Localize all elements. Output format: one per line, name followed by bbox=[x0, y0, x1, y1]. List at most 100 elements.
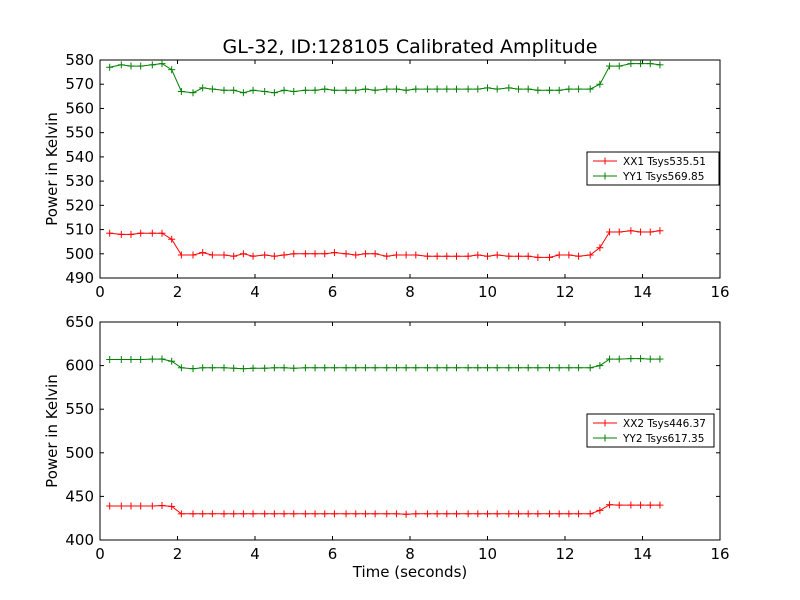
top-series-1-point bbox=[177, 251, 185, 259]
top-series-2-point bbox=[301, 86, 309, 94]
top-series-2-point bbox=[596, 80, 604, 88]
top-series-2-point bbox=[220, 86, 228, 94]
top-series-2-point bbox=[177, 87, 185, 95]
bottom-series-1-point bbox=[361, 510, 369, 518]
top-series-1-point bbox=[474, 251, 482, 259]
chart-title: GL-32, ID:128105 Calibrated Amplitude bbox=[223, 36, 598, 58]
bottom-series-1-point bbox=[586, 510, 594, 518]
bottom-series-1-point bbox=[249, 510, 257, 518]
top-y-tick-label: 500 bbox=[65, 245, 94, 263]
bottom-series-2-point bbox=[637, 355, 645, 363]
top-series-1-point bbox=[270, 252, 278, 260]
bottom-series-2-point bbox=[412, 364, 420, 372]
top-series-1-point bbox=[534, 253, 542, 261]
bottom-series-2-point bbox=[158, 355, 166, 363]
top-series-2-point bbox=[402, 86, 410, 94]
bottom-x-tick-label: 16 bbox=[710, 545, 729, 563]
top-series-1-point bbox=[208, 251, 216, 259]
bottom-series-1-point bbox=[199, 510, 207, 518]
bottom-series-2-point bbox=[290, 364, 298, 372]
bottom-series-1-point bbox=[342, 510, 350, 518]
bottom-series-1-point bbox=[615, 501, 623, 509]
bottom-series-1-point bbox=[383, 510, 391, 518]
top-series-1-point bbox=[127, 230, 135, 238]
bottom-series-1-point bbox=[443, 510, 451, 518]
top-x-tick-label: 16 bbox=[710, 283, 729, 301]
bottom-series-2-point bbox=[220, 364, 228, 372]
top-series-1-point bbox=[352, 251, 360, 259]
bottom-series-2-point bbox=[443, 364, 451, 372]
top-series-2-point bbox=[106, 63, 114, 71]
top-series-2-point bbox=[524, 85, 532, 93]
bottom-series-1-point bbox=[280, 510, 288, 518]
bottom-series-2-point bbox=[505, 364, 513, 372]
top-series-1-point bbox=[505, 252, 513, 260]
bottom-series-2-point bbox=[127, 355, 135, 363]
top-series-1-point bbox=[189, 251, 197, 259]
bottom-series-2-point bbox=[464, 364, 472, 372]
top-series-2-point bbox=[555, 86, 563, 94]
top-series-2-point bbox=[453, 85, 460, 93]
bottom-series-2-point bbox=[270, 364, 278, 372]
top-x-tick-label: 12 bbox=[555, 283, 574, 301]
top-series-1-point bbox=[321, 250, 329, 258]
bottom-series-2-point bbox=[423, 364, 431, 372]
top-series-2-point bbox=[484, 84, 491, 92]
top-series-1-point bbox=[383, 252, 391, 260]
top-series-1-point bbox=[117, 230, 125, 238]
bottom-series-2-point bbox=[493, 364, 501, 372]
bottom-series-2-point bbox=[321, 364, 329, 372]
bottom-series-2-point bbox=[646, 355, 654, 363]
top-legend-box bbox=[586, 151, 720, 186]
bottom-series-1-point bbox=[484, 510, 491, 518]
bottom-legend-label-2: YY2 Tsys617.35 bbox=[622, 433, 704, 445]
bottom-x-tick-label: 10 bbox=[478, 545, 497, 563]
top-series-1-point bbox=[615, 228, 623, 236]
top-series-2-point bbox=[249, 86, 257, 94]
top-y-tick-label: 530 bbox=[65, 172, 94, 190]
top-panel: 0 2 4 6 8 10 12 14 16 490 500 510 520 530 540 550 560 570… bbox=[43, 51, 730, 301]
top-series-1-point bbox=[290, 250, 298, 258]
top-series-2-point bbox=[627, 60, 635, 68]
bottom-series-2-point bbox=[301, 364, 309, 372]
bottom-series-2-point bbox=[330, 364, 338, 372]
bottom-y-axis-label: Power in Kelvin bbox=[43, 374, 61, 488]
bottom-series-2-point bbox=[280, 364, 288, 372]
bottom-series-2-point bbox=[402, 364, 410, 372]
top-series-1-point bbox=[586, 251, 594, 259]
bottom-series-2-point bbox=[606, 355, 614, 363]
top-series-2-point bbox=[352, 86, 360, 94]
bottom-series-2-point bbox=[168, 357, 176, 365]
bottom-series-2-point bbox=[361, 364, 369, 372]
top-series-1-point bbox=[220, 251, 228, 259]
bottom-series-1-point bbox=[220, 510, 228, 518]
top-series-2-point bbox=[261, 87, 269, 95]
top-legend-label-1: XX1 Tsys535.51 bbox=[623, 156, 706, 168]
top-series-2-point bbox=[575, 85, 583, 93]
bottom-series-1-point bbox=[555, 510, 563, 518]
top-series-2-point bbox=[383, 85, 391, 93]
top-series-2-point bbox=[505, 84, 513, 92]
bottom-series-1-point bbox=[208, 510, 216, 518]
bottom-series-2-point bbox=[148, 355, 156, 363]
top-series-2-point bbox=[423, 85, 431, 93]
top-series-2-point bbox=[493, 85, 501, 93]
bottom-series-2-point bbox=[137, 355, 145, 363]
bottom-legend-box bbox=[586, 413, 715, 448]
top-x-tick-label: 0 bbox=[95, 283, 105, 301]
top-series-2-point bbox=[534, 86, 542, 94]
top-series-2-point bbox=[311, 86, 319, 94]
top-series-1-point bbox=[515, 252, 522, 260]
top-series-2-point bbox=[615, 62, 623, 70]
top-series-1-point bbox=[301, 250, 309, 258]
top-series-2-point bbox=[290, 87, 298, 95]
bottom-series-1-point bbox=[474, 510, 482, 518]
top-y-tick-label: 510 bbox=[65, 221, 94, 239]
top-series-1-point bbox=[199, 249, 207, 257]
top-legend-label-2: YY1 Tsys569.85 bbox=[622, 171, 704, 183]
top-series-1-point bbox=[239, 250, 247, 258]
bottom-series-2-point bbox=[596, 362, 604, 370]
bottom-series-1-point bbox=[637, 501, 645, 509]
top-series-1-point bbox=[484, 252, 491, 260]
bottom-series-1-point bbox=[352, 510, 360, 518]
